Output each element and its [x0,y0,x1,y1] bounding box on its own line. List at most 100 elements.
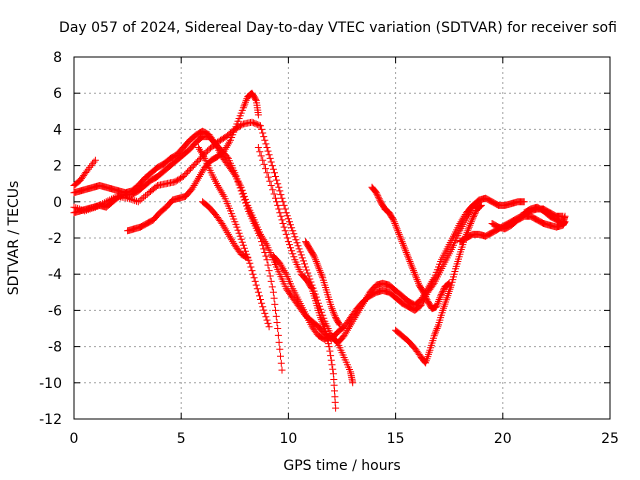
data-point [412,274,420,282]
data-point [295,245,303,253]
data-point [434,299,442,307]
data-point [77,206,85,214]
data-point [276,187,284,195]
data-point [124,194,132,202]
data-point [312,256,320,264]
data-point [238,238,246,246]
data-point [350,315,358,323]
data-point [240,192,248,200]
data-point [349,379,357,387]
data-point [317,268,325,276]
data-point [252,120,260,128]
data-point [439,287,447,295]
data-point [138,195,146,203]
data-point [397,234,405,242]
data-point [263,256,271,264]
data-point [172,177,180,185]
data-point [198,169,206,177]
data-point [97,201,105,208]
data-point [240,102,248,110]
series-arc9 [269,252,357,387]
x-tick-label: 15 [387,431,405,447]
data-point [520,198,528,206]
data-point [257,152,265,160]
data-point [215,183,223,191]
data-point [433,325,441,332]
data-point [140,193,148,201]
data-point [327,303,335,311]
data-point [277,359,285,367]
data-point [303,266,311,274]
data-point [290,253,298,261]
data-point [193,176,201,184]
data-point [320,323,328,331]
data-point [290,230,298,238]
data-point [321,325,329,332]
data-point [281,227,289,235]
data-point [351,314,359,322]
data-point [302,263,310,271]
x-tick-label: 0 [70,431,79,447]
data-point [224,140,232,148]
data-point [282,209,290,217]
data-point [405,256,413,264]
data-point [426,281,434,289]
data-point [89,160,97,168]
data-point [220,147,228,155]
data-point [467,220,475,227]
data-point [390,218,398,226]
data-point [466,221,474,229]
data-point [287,244,294,252]
data-point [353,310,361,318]
x-tick-label: 5 [177,431,186,447]
data-point [197,147,204,155]
data-point [225,138,233,146]
data-point [266,177,274,185]
data-series [70,89,569,412]
data-point [395,229,402,237]
data-point [329,306,337,314]
data-point [220,223,228,231]
data-point [274,180,282,188]
data-point [86,205,94,213]
data-point [222,144,230,151]
data-point [322,328,330,335]
data-point [318,272,326,280]
data-point [265,267,273,275]
data-point [267,182,275,189]
y-tick-label: 2 [53,159,62,175]
data-point [389,215,397,223]
data-point [428,277,436,285]
data-point [341,330,349,338]
data-point [406,258,414,265]
data-point [402,247,410,255]
data-point [244,254,252,262]
data-point [255,121,263,129]
data-point [275,183,283,191]
data-point [194,144,202,151]
data-point [239,189,247,197]
data-point [247,263,255,271]
data-point [432,328,440,336]
data-point [174,176,182,184]
data-point [254,111,262,119]
data-point [276,259,284,267]
data-point [324,340,332,348]
data-point [254,288,262,296]
data-point [100,199,108,207]
data-point [267,277,275,285]
data-point [422,294,430,302]
data-point [75,205,83,213]
data-point [327,356,335,364]
data-point [373,190,381,198]
data-point [189,183,197,191]
data-point [90,158,98,166]
y-tick-label: 8 [53,50,62,66]
data-point [292,236,300,244]
data-point [261,238,269,246]
data-point [399,239,407,247]
data-point [134,198,142,206]
data-point [332,404,340,412]
data-point [293,239,301,247]
data-point [259,129,267,137]
